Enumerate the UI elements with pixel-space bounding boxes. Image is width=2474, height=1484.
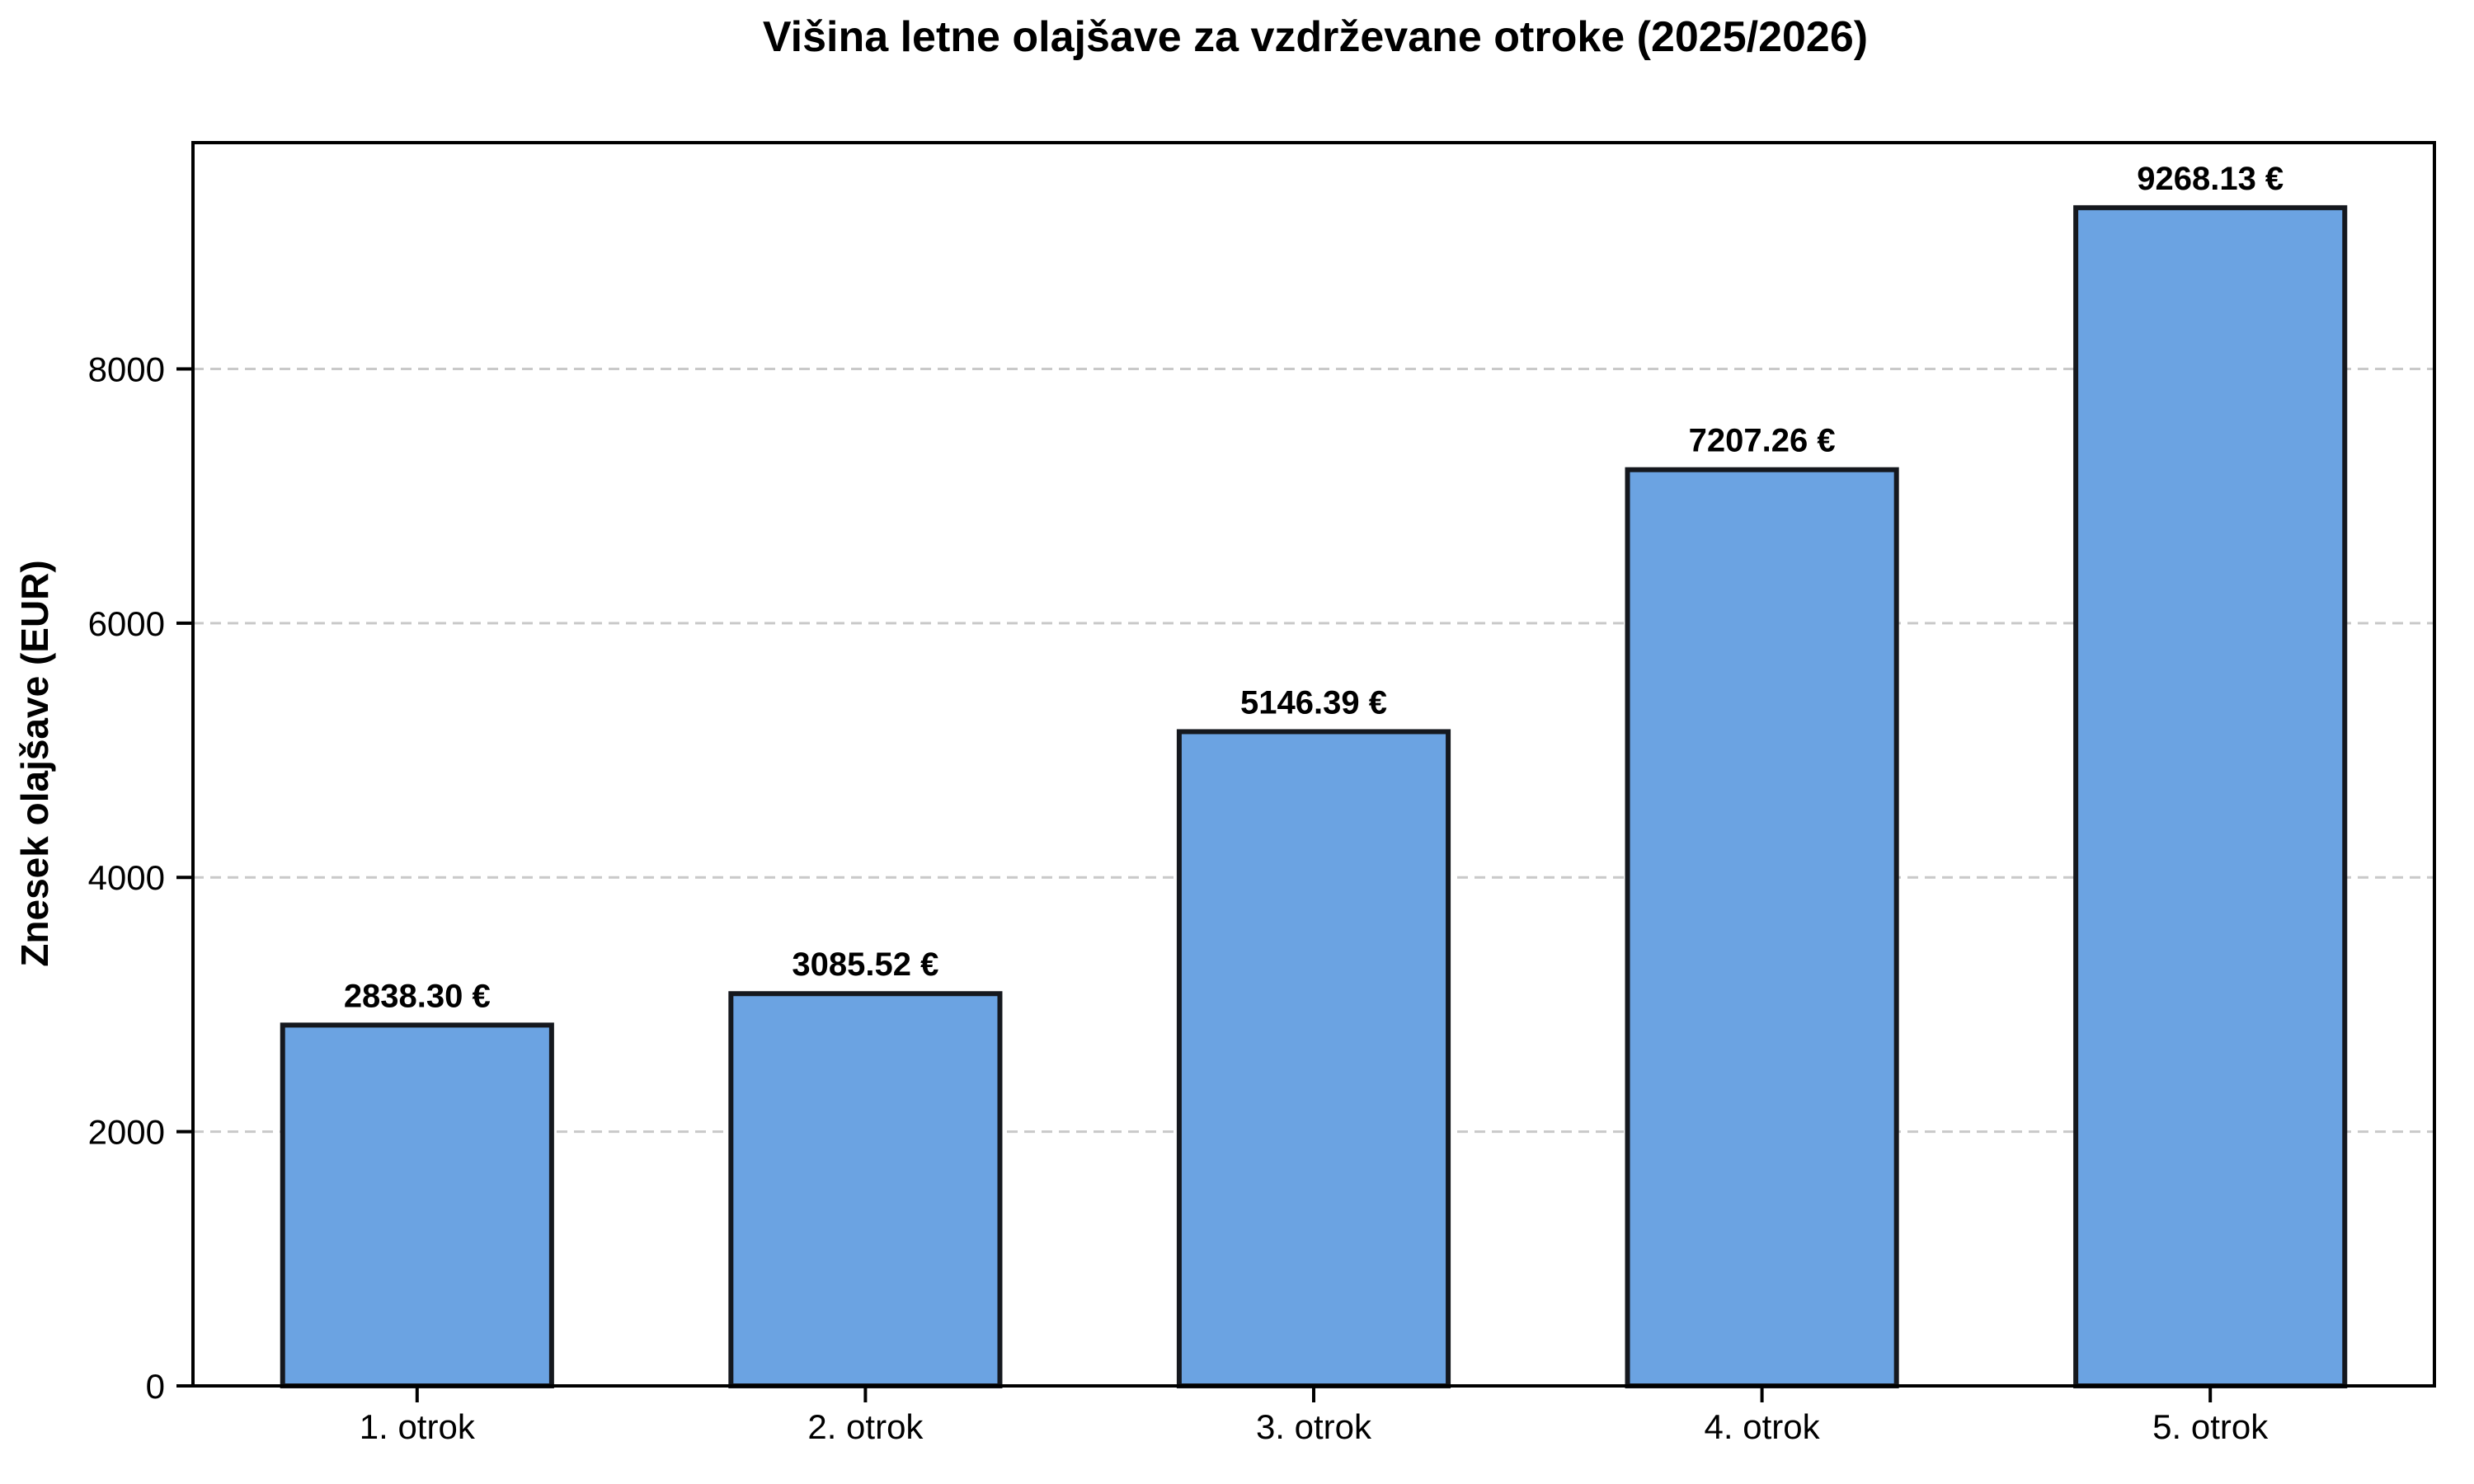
bar-value-label-3: 5146.39 € bbox=[1240, 684, 1387, 721]
x-tick-label-5: 5. otrok bbox=[2152, 1407, 2269, 1446]
chart-title: Višina letne olajšave za vzdrževane otro… bbox=[763, 13, 1868, 61]
bar-value-label-2: 3085.52 € bbox=[792, 946, 938, 983]
x-tick-label-1: 1. otrok bbox=[360, 1407, 476, 1446]
bar-5 bbox=[2073, 204, 2348, 1388]
bar-value-label-4: 7207.26 € bbox=[1689, 423, 1836, 459]
x-tick-label-3: 3. otrok bbox=[1256, 1407, 1372, 1446]
y-tick-label-0: 0 bbox=[146, 1367, 165, 1406]
x-tick-label-2: 2. otrok bbox=[807, 1407, 924, 1446]
bar-3 bbox=[1176, 729, 1451, 1388]
y-tick-label-6000: 6000 bbox=[88, 604, 165, 643]
y-tick-label-2000: 2000 bbox=[88, 1113, 165, 1152]
gridlines bbox=[193, 367, 2434, 1134]
bar-2 bbox=[728, 991, 1003, 1389]
bar-value-label-5: 9268.13 € bbox=[2137, 161, 2284, 197]
bar-value-label-1: 2838.30 € bbox=[344, 978, 491, 1014]
y-tick-label-4000: 4000 bbox=[88, 858, 165, 897]
y-tick-label-8000: 8000 bbox=[88, 350, 165, 388]
bars: 2838.30 € 3085.52 € 5146.39 € 7207.26 € 9268… bbox=[280, 161, 2348, 1389]
bar-4 bbox=[1625, 467, 1899, 1388]
axis-ticks: 1. otrok 2. otrok 3. otrok 4. otrok 5. otrok… bbox=[88, 350, 2269, 1446]
y-axis-label: Znesek olajšave (EUR) bbox=[13, 560, 56, 966]
x-tick-label-4: 4. otrok bbox=[1705, 1407, 1821, 1446]
bar-1 bbox=[280, 1022, 554, 1388]
